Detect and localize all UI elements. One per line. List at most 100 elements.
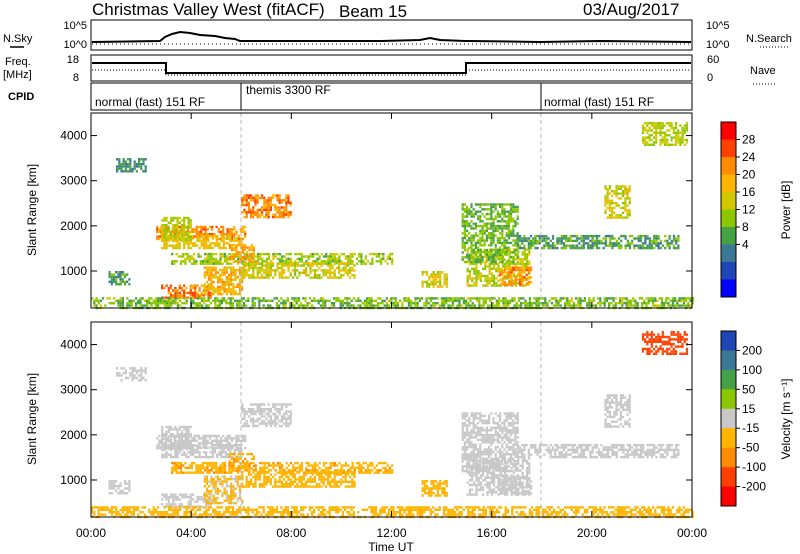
range-gate-cell — [245, 211, 248, 214]
range-gate-cell — [117, 283, 120, 286]
range-gate-cell — [526, 304, 529, 307]
range-gate-cell — [218, 443, 221, 447]
range-gate-cell — [241, 466, 244, 470]
range-gate-cell — [126, 273, 129, 276]
range-gate-cell — [300, 469, 304, 472]
range-gate-cell — [521, 283, 524, 286]
range-gate-cell — [501, 280, 504, 284]
range-gate-cell — [263, 461, 266, 465]
range-gate-cell — [250, 403, 253, 406]
range-gate-cell — [503, 212, 506, 216]
range-gate-cell — [246, 464, 249, 468]
range-gate-cell — [521, 265, 524, 268]
range-gate-cell — [241, 276, 244, 279]
range-gate-cell — [189, 498, 192, 501]
range-gate-cell — [200, 284, 203, 287]
range-gate-cell — [222, 239, 225, 243]
range-gate-cell — [672, 131, 675, 134]
range-gate-cell — [202, 225, 205, 229]
range-gate-cell — [669, 304, 672, 307]
range-gate-cell — [559, 297, 562, 300]
freq-strip: Freq. [MHz] 18 8 60 0 Nave — [3, 54, 776, 85]
range-gate-cell — [274, 208, 277, 212]
range-gate-cell — [183, 224, 186, 227]
range-gate-cell — [483, 222, 486, 225]
range-gate-cell — [244, 467, 247, 470]
range-gate-cell — [254, 466, 257, 470]
range-gate-cell — [219, 292, 222, 296]
range-gate-cell — [604, 234, 607, 238]
range-gate-cell — [223, 487, 226, 490]
range-gate-cell — [540, 246, 544, 250]
range-gate-cell — [227, 297, 230, 300]
range-gate-cell — [505, 241, 508, 245]
range-gate-cell — [280, 269, 283, 272]
date-label: 03/Aug/2017 — [583, 0, 679, 19]
range-gate-cell — [216, 443, 219, 447]
range-gate-cell — [211, 451, 214, 454]
range-gate-cell — [197, 235, 201, 238]
range-gate-cell — [210, 273, 213, 277]
range-gate-cell — [254, 480, 257, 483]
range-gate-cell — [256, 255, 260, 258]
range-gate-cell — [124, 160, 127, 163]
range-gate-cell — [344, 264, 347, 267]
range-gate-cell — [333, 471, 337, 474]
range-gate-cell — [123, 283, 127, 286]
range-gate-cell — [653, 239, 656, 243]
range-gate-cell — [250, 478, 253, 481]
range-gate-cell — [644, 143, 647, 146]
range-gate-cell — [183, 291, 186, 295]
range-gate-cell — [265, 257, 268, 261]
range-gate-cell — [510, 232, 513, 235]
range-gate-cell — [492, 229, 495, 233]
range-gate-cell — [471, 302, 474, 305]
range-gate-cell — [646, 141, 649, 144]
range-gate-cell — [178, 443, 181, 447]
range-gate-cell — [278, 271, 281, 274]
range-gate-cell — [250, 264, 253, 267]
range-gate-cell — [569, 239, 572, 243]
range-gate-cell — [483, 241, 486, 245]
range-gate-cell — [289, 304, 292, 307]
range-gate-cell — [117, 304, 120, 307]
range-gate-cell — [490, 212, 493, 216]
range-gate-cell — [535, 299, 538, 302]
range-gate-cell — [611, 202, 614, 205]
range-gate-cell — [252, 485, 255, 488]
range-gate-cell — [230, 462, 234, 465]
range-gate-cell — [506, 262, 509, 266]
range-gate-cell — [169, 284, 173, 287]
range-gate-cell — [292, 466, 295, 470]
range-gate-cell — [190, 257, 194, 261]
range-gate-cell — [272, 203, 275, 207]
nsearch-label: N.Search — [746, 33, 792, 45]
range-gate-cell — [516, 210, 519, 213]
range-gate-cell — [161, 299, 164, 302]
range-gate-cell — [425, 273, 429, 276]
range-gate-cell — [621, 297, 624, 300]
range-gate-cell — [449, 304, 452, 307]
range-gate-cell — [211, 439, 214, 442]
range-gate-cell — [254, 276, 257, 279]
range-gate-cell — [263, 215, 266, 219]
range-gate-cell — [582, 234, 585, 238]
range-gate-cell — [176, 231, 179, 234]
range-gate-cell — [195, 439, 198, 442]
range-gate-cell — [278, 201, 281, 204]
range-gate-cell — [496, 241, 499, 245]
range-gate-cell — [180, 289, 184, 292]
range-gate-cell — [259, 466, 262, 470]
range-gate-cell — [223, 475, 226, 478]
range-gate-cell — [178, 236, 181, 239]
range-gate-cell — [340, 466, 343, 470]
range-gate-cell — [119, 302, 122, 305]
range-gate-cell — [205, 499, 209, 502]
range-gate-cell — [221, 475, 224, 478]
range-gate-cell — [547, 244, 550, 247]
range-gate-cell — [521, 268, 524, 272]
range-gate-cell — [238, 273, 242, 277]
range-gate-cell — [196, 239, 199, 243]
range-gate-cell — [235, 233, 238, 236]
range-gate-cell — [592, 304, 595, 307]
